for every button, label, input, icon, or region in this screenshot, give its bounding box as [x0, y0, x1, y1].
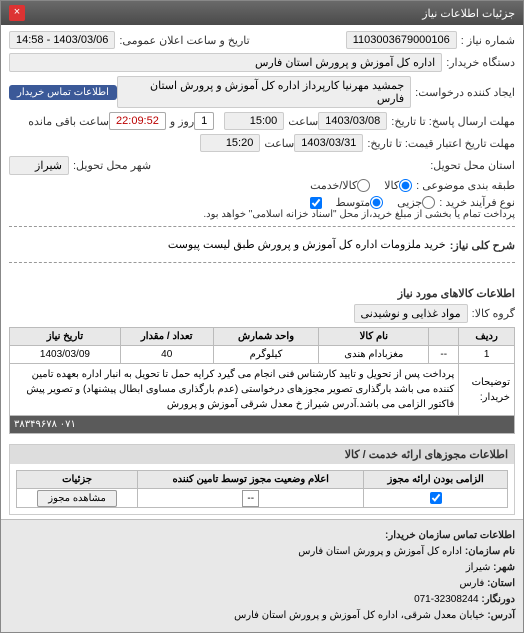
remain-time: 22:09:52 — [109, 112, 166, 130]
city-label: شهر: — [493, 562, 515, 573]
size-med-radio[interactable] — [370, 196, 383, 209]
buyer-value: اداره کل آموزش و پرورش استان فارس — [9, 53, 442, 72]
header-section: شماره نیاز : 1103003679000106 تاریخ و سا… — [1, 25, 523, 275]
cell-name: مغزبادام هندی — [319, 346, 429, 364]
size-small-radio[interactable] — [422, 196, 435, 209]
goods-heading: اطلاعات کالاهای مورد نیاز — [9, 287, 515, 300]
size-small-label: جزیی — [397, 196, 422, 209]
popup-window: جزئیات اطلاعات نیاز × شماره نیاز : 11030… — [0, 0, 524, 633]
window-title: جزئیات اطلاعات نیاز — [422, 7, 515, 20]
pack-goods-label: کالا — [384, 179, 399, 192]
time-label-1: ساعت — [288, 115, 318, 128]
permit-status-select[interactable]: -- — [242, 490, 259, 507]
org-value: اداره کل آموزش و پرورش استان فارس — [298, 546, 462, 557]
permits-section: اطلاعات مجوزهای ارائه خدمت / کالا الزامی… — [9, 444, 515, 515]
col-qty: تعداد / مقدار — [120, 328, 213, 346]
state-value: فارس — [459, 578, 484, 589]
size-note: پرداخت تمام یا بخشی از مبلغ خرید،از محل … — [203, 209, 515, 220]
desc-label: شرح کلی نیاز: — [450, 239, 515, 252]
pack-service-label: کالا/خدمت — [310, 179, 357, 192]
cell-date: 1403/03/09 — [10, 346, 121, 364]
valid-label: مهلت تاریخ اعتبار قیمت: تا تاریخ: — [367, 137, 515, 150]
view-permit-button[interactable]: مشاهده مجوز — [37, 490, 117, 507]
addr-value: خیابان معدل شرقی، اداره کل آموزش و پرورش… — [234, 610, 485, 621]
size-label: نوع فرآیند خرید : — [439, 196, 515, 209]
table-row[interactable]: 1 -- مغزبادام هندی کیلوگرم 40 1403/03/09 — [10, 346, 515, 364]
col-unit: واحد شمارش — [213, 328, 319, 346]
cell-qty: 40 — [120, 346, 213, 364]
reply-deadline-label: مهلت ارسال پاسخ: تا تاریخ: — [391, 115, 515, 128]
remain-time-label: ساعت باقی مانده — [28, 115, 109, 128]
tel-label: دورنگار: — [481, 594, 515, 605]
requester-value: جمشید مهرنیا کارپرداز اداره کل آموزش و پ… — [117, 76, 411, 108]
reply-deadline-time: 15:00 — [224, 112, 284, 130]
state-label: استان: — [487, 578, 515, 589]
tel-value: 32308244-071 — [414, 594, 479, 605]
size-med-label: متوسط — [336, 196, 371, 209]
buyer-note: پرداخت پس از تحویل و تایید کارشناس فنی ا… — [10, 364, 459, 416]
pack-label: طبقه بندی موضوعی : — [416, 179, 515, 192]
goods-table: ردیف نام کالا واحد شمارش تعداد / مقدار ت… — [9, 327, 515, 434]
col-date: تاریخ نیاز — [10, 328, 121, 346]
pub-date-label: تاریخ و ساعت اعلان عمومی: — [119, 34, 249, 47]
deliver-state-label: استان محل تحویل: — [430, 159, 515, 172]
goods-section: اطلاعات کالاهای مورد نیاز گروه کالا: موا… — [1, 275, 523, 440]
req-no-label: شماره نیاز : — [461, 34, 515, 47]
permits-table: الزامی بودن ارائه مجوز اعلام وضعیت مجوز … — [16, 470, 508, 508]
titlebar: جزئیات اطلاعات نیاز × — [1, 1, 523, 25]
req-no-value: 1103003679000106 — [346, 31, 457, 49]
permit-col2: اعلام وضعیت مجوز توسط تامین کننده — [138, 471, 364, 489]
cell-rownum: 1 — [459, 346, 515, 364]
deliver-city-value: شیراز — [9, 156, 69, 175]
table-row: -- مشاهده مجوز — [17, 489, 508, 508]
close-icon[interactable]: × — [9, 5, 25, 21]
remain-days: 1 — [194, 112, 214, 130]
col-blank — [429, 328, 459, 346]
addr-label: آدرس: — [487, 610, 515, 621]
remain-days-label: روز و — [170, 115, 194, 128]
permit-required-checkbox[interactable] — [430, 492, 442, 504]
city-value: شیراز — [466, 562, 491, 573]
col-name: نام کالا — [319, 328, 429, 346]
reply-deadline-date: 1403/03/08 — [318, 112, 387, 130]
col-rownum: ردیف — [459, 328, 515, 346]
pub-date-value: 1403/03/06 - 14:58 — [9, 31, 115, 49]
org-label: نام سازمان: — [465, 546, 515, 557]
requester-label: ایجاد کننده درخواست: — [415, 86, 515, 99]
time-label-2: ساعت — [264, 137, 294, 150]
buyer-phone: ۰۷۱ ۳۸۳۴۹۶۷۸ — [10, 416, 515, 434]
treasury-checkbox[interactable] — [310, 197, 322, 209]
buyer-label: دستگاه خریدار: — [446, 56, 515, 69]
valid-time: 15:20 — [200, 134, 260, 152]
pack-goods-radio[interactable] — [399, 179, 412, 192]
cell-dash: -- — [429, 346, 459, 364]
valid-date: 1403/03/31 — [294, 134, 363, 152]
desc-value: خرید ملزومات اداره کل آموزش و پرورش طبق … — [164, 236, 450, 253]
permit-col3: جزئیات — [17, 471, 138, 489]
permit-col1: الزامی بودن ارائه مجوز — [364, 471, 508, 489]
contact-buyer-link[interactable]: اطلاعات تماس خریدار — [9, 85, 117, 100]
pack-service-radio[interactable] — [357, 179, 370, 192]
permits-heading: اطلاعات مجوزهای ارائه خدمت / کالا — [10, 445, 514, 464]
group-label: گروه کالا: — [472, 307, 515, 320]
deliver-city-label: شهر محل تحویل: — [73, 159, 151, 172]
cell-unit: کیلوگرم — [213, 346, 319, 364]
footer-heading: اطلاعات تماس سازمان خریدار: — [385, 530, 515, 541]
buyer-note-label: توضیحات خریدار: — [459, 364, 515, 416]
group-value: مواد غذایی و نوشیدنی — [354, 304, 468, 323]
